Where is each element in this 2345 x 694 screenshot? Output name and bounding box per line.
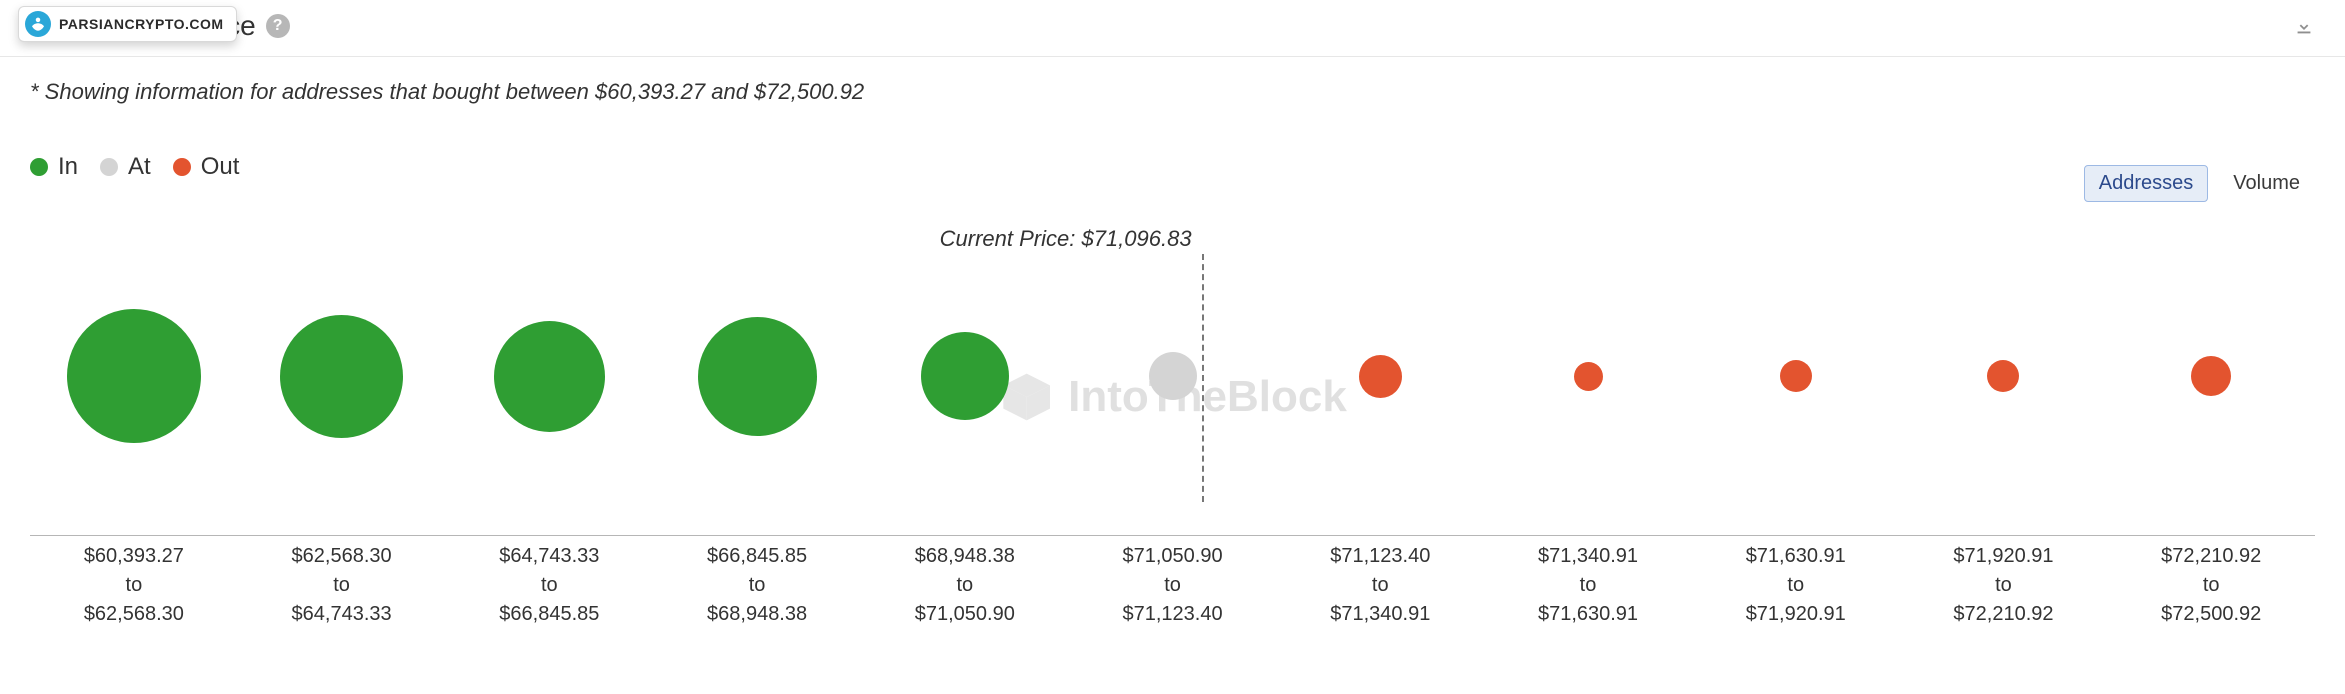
- x-tick-label: $72,210.92to$72,500.92: [2107, 542, 2315, 629]
- bubble[interactable]: [1987, 360, 2019, 392]
- legend-item-in[interactable]: In: [30, 153, 78, 181]
- range-note: * Showing information for addresses that…: [0, 57, 2345, 113]
- legend-item-at[interactable]: At: [100, 153, 151, 181]
- bubble-cell: [653, 250, 861, 502]
- legend-label: At: [128, 153, 151, 181]
- bubble-cell: [1276, 250, 1484, 502]
- bubble[interactable]: [921, 332, 1009, 420]
- legend-and-toggle-row: In At Out AddressesVolume: [0, 113, 2345, 212]
- current-price-label: Current Price: $71,096.83: [940, 226, 1202, 252]
- current-price-line: [1202, 254, 1204, 502]
- bubble-cell: [1900, 250, 2108, 502]
- bubble-cell: [2107, 250, 2315, 502]
- legend-dot-icon: [173, 158, 191, 176]
- bubble[interactable]: [280, 315, 403, 438]
- chart-area: IntoTheBlock Current Price: $71,096.83: [30, 226, 2315, 536]
- bubble-cell: [1484, 250, 1692, 502]
- bubble[interactable]: [1359, 355, 1402, 398]
- legend-dot-icon: [100, 158, 118, 176]
- x-tick-label: $71,123.40to$71,340.91: [1276, 542, 1484, 629]
- bubble-cell: [1069, 250, 1277, 502]
- bubble[interactable]: [67, 309, 201, 443]
- x-axis: [30, 535, 2315, 536]
- x-tick-label: $71,340.91to$71,630.91: [1484, 542, 1692, 629]
- x-tick-label: $62,568.30to$64,743.33: [238, 542, 446, 629]
- bubble-cell: [861, 250, 1069, 502]
- bubble[interactable]: [1780, 360, 1812, 392]
- legend-dot-icon: [30, 158, 48, 176]
- bubble[interactable]: [494, 321, 605, 432]
- chart-header: PARSIANCRYPTO.COM …ey Around Price ?: [0, 0, 2345, 57]
- bubble[interactable]: [698, 317, 817, 436]
- bubble-cell: [445, 250, 653, 502]
- toggle-addresses[interactable]: Addresses: [2084, 165, 2209, 202]
- x-tick-label: $71,050.90to$71,123.40: [1069, 542, 1277, 629]
- bubble-row: [30, 250, 2315, 502]
- x-tick-label: $64,743.33to$66,845.85: [445, 542, 653, 629]
- bubble-cell: [1692, 250, 1900, 502]
- bubble-cell: [238, 250, 446, 502]
- x-tick-label: $68,948.38to$71,050.90: [861, 542, 1069, 629]
- x-tick-label: $66,845.85to$68,948.38: [653, 542, 861, 629]
- legend: In At Out: [30, 153, 239, 181]
- view-toggle-group: AddressesVolume: [2084, 165, 2315, 202]
- legend-label: Out: [201, 153, 240, 181]
- help-icon[interactable]: ?: [266, 14, 290, 38]
- toggle-volume[interactable]: Volume: [2218, 165, 2315, 202]
- x-tick-label: $71,920.91to$72,210.92: [1900, 542, 2108, 629]
- x-tick-label: $60,393.27to$62,568.30: [30, 542, 238, 629]
- source-badge-text: PARSIANCRYPTO.COM: [59, 16, 224, 32]
- bubble[interactable]: [2191, 356, 2231, 396]
- legend-label: In: [58, 153, 78, 181]
- bubble-cell: [30, 250, 238, 502]
- source-badge: PARSIANCRYPTO.COM: [18, 6, 237, 42]
- source-logo-icon: [25, 11, 51, 37]
- legend-item-out[interactable]: Out: [173, 153, 240, 181]
- download-icon[interactable]: [2293, 15, 2315, 37]
- x-tick-labels: $60,393.27to$62,568.30$62,568.30to$64,74…: [30, 542, 2315, 629]
- x-tick-label: $71,630.91to$71,920.91: [1692, 542, 1900, 629]
- bubble[interactable]: [1149, 352, 1197, 400]
- bubble[interactable]: [1574, 362, 1603, 391]
